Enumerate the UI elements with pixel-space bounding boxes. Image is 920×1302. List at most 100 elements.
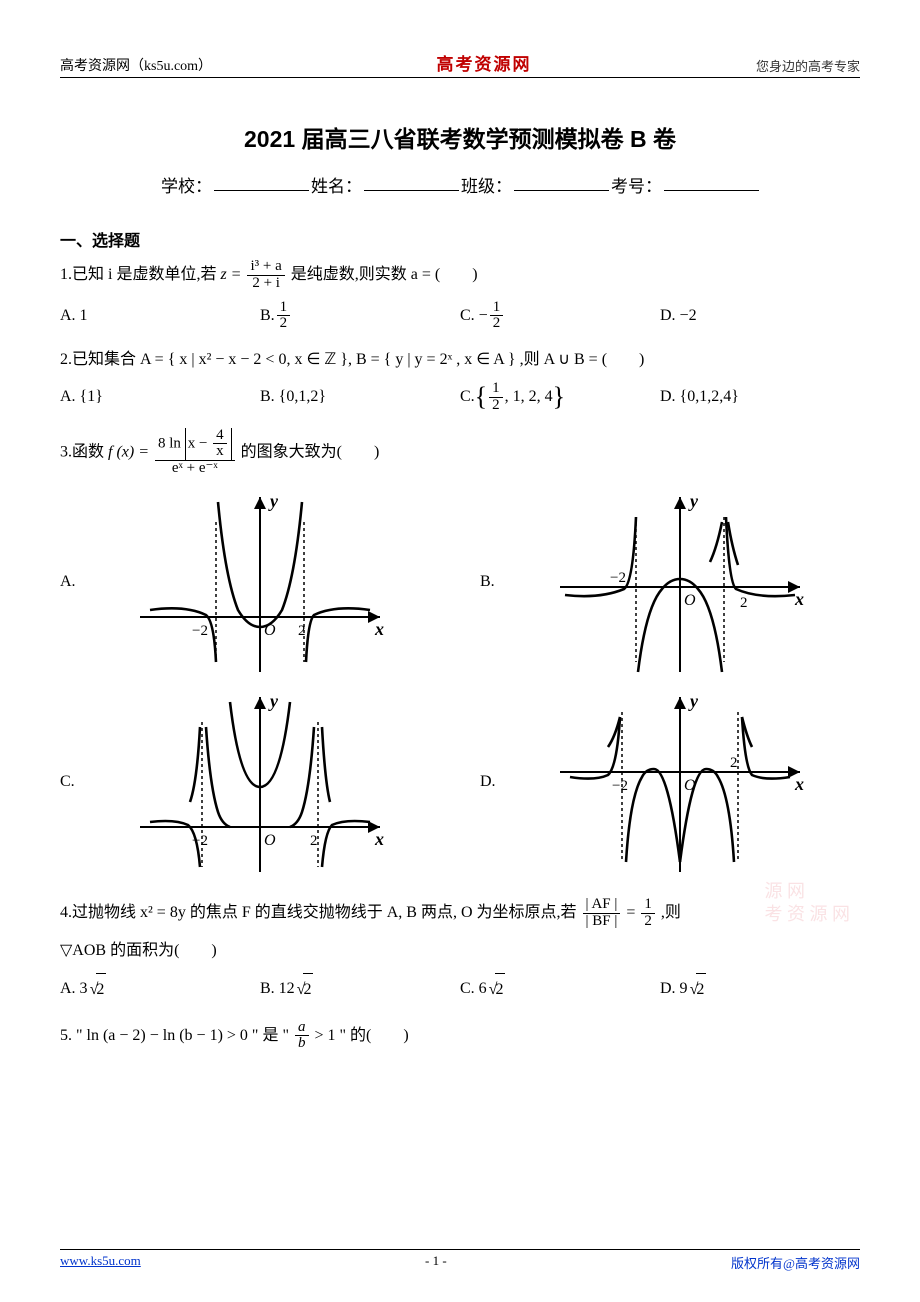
svg-text:x: x [374,829,384,849]
svg-text:O: O [684,592,696,609]
q4-c-pre: C. 6 [460,973,487,1005]
q1-c-num: 1 [490,300,504,317]
q4-options: A. 32 B. 122 C. 62 D. 92 [60,973,860,1006]
q4-opt-c[interactable]: C. 6 2 [460,973,660,1006]
q1-stem-a: 1.已知 i 是虚数单位,若 [60,266,220,283]
footer-left[interactable]: www.ks5u.com [60,1253,141,1272]
q4-a-pre: A. 3 [60,973,88,1005]
q1-z: z = [220,266,241,283]
header-center: 高考资源网 [437,50,532,75]
q3-graph-d: y x O −2 2 [550,687,810,877]
q4-den: | BF | [583,914,621,930]
q4-opt-d[interactable]: D. 9 2 [660,973,860,1006]
q3-fraction: 8 ln x − 4x eˣ + e⁻ˣ [155,428,235,477]
svg-text:y: y [268,691,279,711]
q4-opt-a[interactable]: A. 3 2 [60,973,260,1006]
q4-frac2: 1 2 [641,897,655,930]
page-footer: www.ks5u.com - 1 - 版权所有@高考资源网 [60,1249,860,1272]
page-header: 高考资源网（ks5u.com） 高考资源网 您身边的高考专家 [60,50,860,78]
q4-a-rad: 2 [96,973,106,1006]
q3-graphs: A. y x O −2 2 B. [60,487,860,877]
class-label: 班级： [461,172,512,197]
q4-b-rad: 2 [303,973,313,1006]
svg-text:2: 2 [310,833,318,849]
q1-opt-a[interactable]: A. 1 [60,300,260,333]
q3-label-c[interactable]: C. [60,773,90,791]
q4-stem-a: 4.过抛物线 x² = 8y 的焦点 F 的直线交抛物线于 A, B 两点, O… [60,904,581,921]
q1-stem-b: 是纯虚数,则实数 a = ( ) [291,266,478,283]
q3-abs-num: 4 [213,428,227,445]
q5-den: b [295,1036,309,1052]
q1-fraction: i³ + a 2 + i [247,259,284,292]
header-left: 高考资源网（ks5u.com） [60,55,212,75]
q3-label-b[interactable]: B. [480,573,510,591]
q3-abs-den: x [213,444,227,460]
q1-opt-d-text: D. −2 [660,300,697,332]
examno-label: 考号： [611,172,662,197]
q1-num: i³ + a [247,259,284,276]
q1-c-den: 2 [490,316,504,332]
q1-opt-b[interactable]: B. 12 [260,300,460,333]
name-blank[interactable] [364,172,459,191]
q2-c-pre: C. [460,381,475,413]
school-blank[interactable] [214,172,309,191]
q2-c-post: , 1, 2, 4 [505,381,553,413]
q3-label-d[interactable]: D. [480,773,510,791]
q2-opt-d[interactable]: D. {0,1,2,4} [660,381,860,414]
q2-opt-a[interactable]: A. {1} [60,381,260,414]
svg-text:x: x [374,619,384,639]
svg-text:y: y [268,491,279,511]
q4-line2: ▽AOB 的面积为( ) [60,937,860,964]
q3-graph-c: y x O −2 2 [130,687,390,877]
question-3: 3.函数 f (x) = 8 ln x − 4x eˣ + e⁻ˣ 的图象大致为… [60,428,860,477]
q1-opt-c-pre: C. − [460,300,488,332]
q4-d-rad: 2 [696,973,706,1006]
q4-d-pre: D. 9 [660,973,688,1005]
q1-b-den: 2 [277,316,291,332]
q3-num: 8 ln x − 4x [155,428,235,462]
svg-text:−2: −2 [610,570,626,586]
q1-opt-d[interactable]: D. −2 [660,300,860,333]
q5-stem-a: 5. " ln (a − 2) − ln (b − 1) > 0 " 是 " [60,1027,293,1044]
q1-options: A. 1 B. 12 C. − 12 D. −2 [60,300,860,333]
q3-den: eˣ + e⁻ˣ [169,461,221,477]
class-blank[interactable] [514,172,609,191]
q4-eq: = [626,904,639,921]
student-info-line: 学校： 姓名： 班级： 考号： [60,172,860,197]
q3-label-a[interactable]: A. [60,573,90,591]
q3-graph-b: y x O −2 2 [550,487,810,677]
q4-b-pre: B. 12 [260,973,295,1005]
q3-stem-b: 的图象大致为( ) [241,443,380,460]
school-label: 学校： [161,172,212,197]
q2-c-num: 1 [489,381,503,398]
q2-c-den: 2 [489,398,503,414]
q1-opt-b-pre: B. [260,300,275,332]
q5-stem-b: > 1 " 的( ) [315,1027,409,1044]
q5-num: a [295,1020,309,1037]
q4-frac1: | AF | | BF | [583,897,621,930]
q1-opt-c[interactable]: C. − 12 [460,300,660,333]
q2-options: A. {1} B. {0,1,2} C. { 12 , 1, 2, 4 } D.… [60,381,860,414]
question-4: 4.过抛物线 x² = 8y 的焦点 F 的直线交抛物线于 A, B 两点, O… [60,897,860,930]
q5-frac: a b [295,1020,309,1053]
q2-opt-c[interactable]: C. { 12 , 1, 2, 4 } [460,381,660,414]
page-title: 2021 届高三八省联考数学预测模拟卷 B 卷 [60,120,860,154]
q1-den: 2 + i [249,276,283,292]
question-2: 2.已知集合 A = { x | x² − x − 2 < 0, x ∈ ℤ }… [60,346,860,373]
q1-opt-a-text: A. 1 [60,300,88,332]
section-1-title: 一、选择题 [60,227,860,251]
q4-c-rad: 2 [495,973,505,1006]
question-1: 1.已知 i 是虚数单位,若 z = i³ + a 2 + i 是纯虚数,则实数… [60,259,860,292]
q2-opt-b[interactable]: B. {0,1,2} [260,381,460,414]
question-5: 5. " ln (a − 2) − ln (b − 1) > 0 " 是 " a… [60,1020,860,1053]
examno-blank[interactable] [664,172,759,191]
header-right: 您身边的高考专家 [756,56,860,75]
svg-text:y: y [688,691,699,711]
q2-d-text: D. {0,1,2,4} [660,381,739,413]
q3-fx: f (x) = [108,443,149,460]
q3-stem-a: 3.函数 [60,443,108,460]
name-label: 姓名： [311,172,362,197]
svg-text:2: 2 [740,595,748,611]
q3-abs-pre: x − [188,435,208,451]
q4-opt-b[interactable]: B. 122 [260,973,460,1006]
